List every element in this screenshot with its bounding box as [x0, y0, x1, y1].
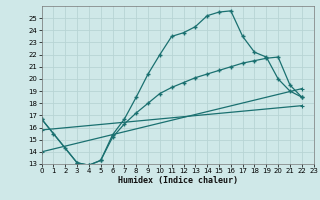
X-axis label: Humidex (Indice chaleur): Humidex (Indice chaleur) — [118, 176, 237, 185]
